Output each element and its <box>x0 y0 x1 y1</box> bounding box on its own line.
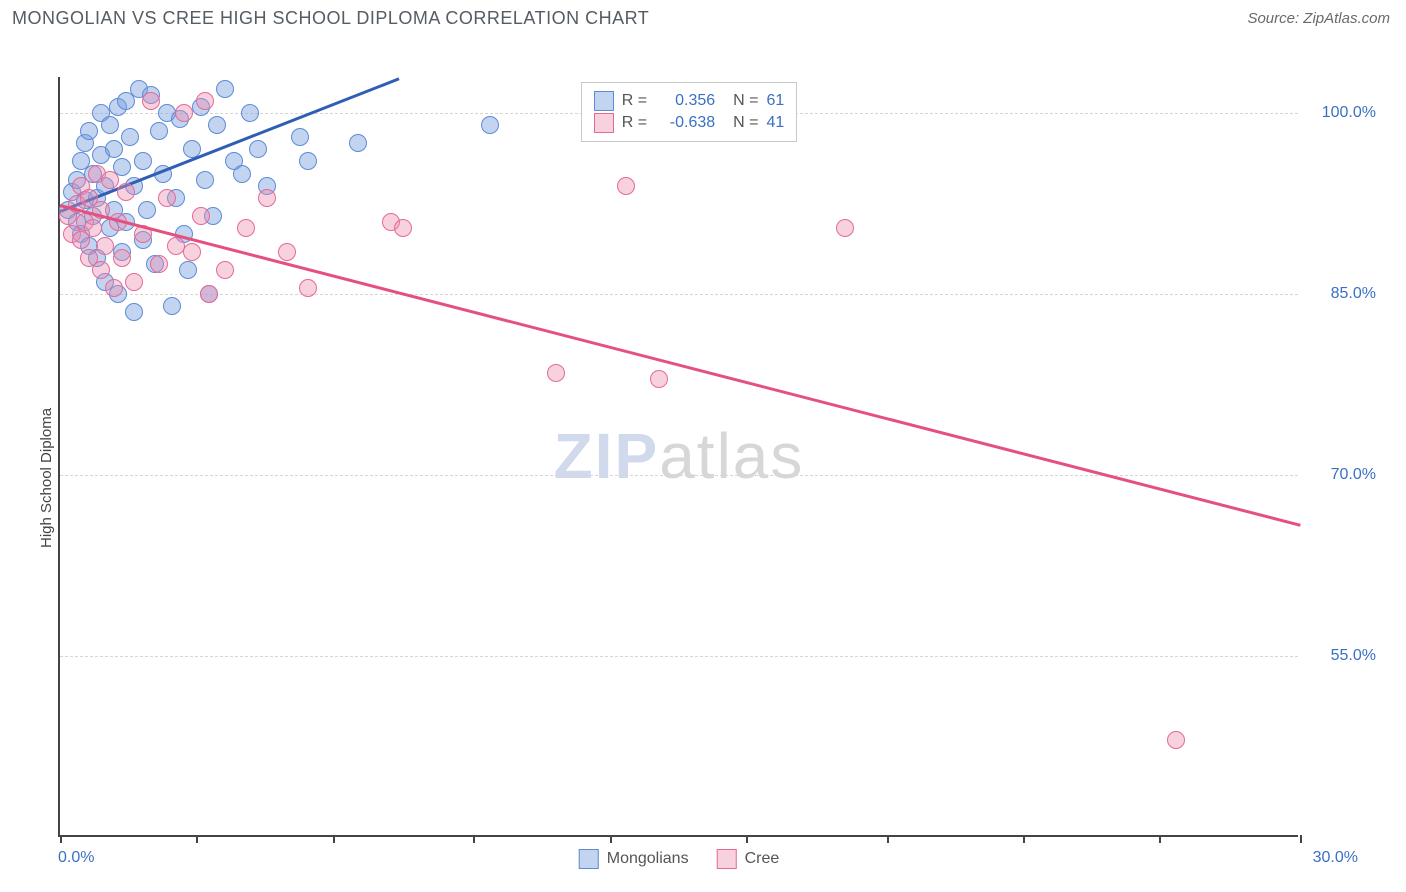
x-tick <box>1023 835 1025 843</box>
scatter-point <box>125 273 143 291</box>
legend-stat-row: R = 0.356 N = 61 <box>594 91 784 111</box>
scatter-point <box>101 171 119 189</box>
x-tick <box>333 835 335 843</box>
scatter-point <box>394 219 412 237</box>
scatter-point <box>299 279 317 297</box>
scatter-point <box>650 370 668 388</box>
gridline-h <box>60 294 1298 295</box>
trend-line <box>60 204 1301 526</box>
legend-stat-row: R = -0.638 N = 41 <box>594 113 784 133</box>
watermark-part2: atlas <box>659 420 804 492</box>
legend-n-value: 61 <box>766 92 784 110</box>
scatter-point <box>183 243 201 261</box>
y-tick-label: 100.0% <box>1322 104 1376 122</box>
scatter-point <box>80 122 98 140</box>
scatter-point <box>481 116 499 134</box>
scatter-point <box>121 128 139 146</box>
x-tick <box>746 835 748 843</box>
y-tick-label: 85.0% <box>1331 285 1376 303</box>
scatter-point <box>163 297 181 315</box>
legend-r-label: R = <box>622 114 647 132</box>
legend-swatch <box>594 91 614 111</box>
x-tick <box>610 835 612 843</box>
scatter-point <box>216 80 234 98</box>
chart-title: MONGOLIAN VS CREE HIGH SCHOOL DIPLOMA CO… <box>12 8 649 29</box>
y-tick-label: 70.0% <box>1331 466 1376 484</box>
scatter-point <box>349 134 367 152</box>
legend-series-name: Mongolians <box>607 850 689 868</box>
scatter-point <box>1167 731 1185 749</box>
gridline-h <box>60 656 1298 657</box>
y-axis-title: High School Diploma <box>38 408 55 548</box>
scatter-point <box>547 364 565 382</box>
x-tick <box>1159 835 1161 843</box>
x-label-min: 0.0% <box>58 849 94 867</box>
x-tick <box>60 835 62 843</box>
scatter-point <box>101 116 119 134</box>
legend-stats: R = 0.356 N = 61 R = -0.638 N = 41 <box>581 82 797 142</box>
legend-r-value: 0.356 <box>655 92 715 110</box>
scatter-point <box>836 219 854 237</box>
x-tick <box>887 835 889 843</box>
scatter-point <box>192 207 210 225</box>
legend-r-value: -0.638 <box>655 114 715 132</box>
scatter-point <box>233 165 251 183</box>
watermark: ZIPatlas <box>554 419 805 493</box>
legend-item: Mongolians <box>579 849 689 869</box>
watermark-part1: ZIP <box>554 420 660 492</box>
legend-n-value: 41 <box>766 114 784 132</box>
scatter-point <box>258 189 276 207</box>
scatter-point <box>167 237 185 255</box>
scatter-point <box>200 285 218 303</box>
scatter-point <box>158 189 176 207</box>
scatter-point <box>138 201 156 219</box>
scatter-point <box>105 140 123 158</box>
legend-n-label: N = <box>733 92 758 110</box>
scatter-point <box>216 261 234 279</box>
scatter-point <box>150 122 168 140</box>
scatter-point <box>92 261 110 279</box>
scatter-point <box>249 140 267 158</box>
scatter-point <box>125 303 143 321</box>
x-label-max: 30.0% <box>1313 849 1358 867</box>
scatter-point <box>237 219 255 237</box>
scatter-point <box>208 116 226 134</box>
scatter-point <box>117 183 135 201</box>
y-tick-label: 55.0% <box>1331 647 1376 665</box>
scatter-point <box>105 279 123 297</box>
x-tick <box>196 835 198 843</box>
scatter-point <box>196 92 214 110</box>
scatter-point <box>113 249 131 267</box>
legend-item: Cree <box>717 849 780 869</box>
scatter-point <box>617 177 635 195</box>
legend-series-name: Cree <box>745 850 780 868</box>
source-label: Source: ZipAtlas.com <box>1247 10 1390 27</box>
scatter-point <box>179 261 197 279</box>
legend-series: Mongolians Cree <box>579 849 780 869</box>
x-tick <box>473 835 475 843</box>
scatter-point <box>134 152 152 170</box>
legend-swatch <box>717 849 737 869</box>
scatter-point <box>96 237 114 255</box>
legend-n-label: N = <box>733 114 758 132</box>
legend-r-label: R = <box>622 92 647 110</box>
scatter-point <box>175 104 193 122</box>
scatter-point <box>299 152 317 170</box>
scatter-point <box>291 128 309 146</box>
scatter-point <box>278 243 296 261</box>
plot-area: ZIPatlas 55.0%70.0%85.0%100.0%0.0%30.0%H… <box>58 77 1298 837</box>
scatter-point <box>241 104 259 122</box>
scatter-point <box>142 92 160 110</box>
scatter-point <box>150 255 168 273</box>
scatter-point <box>84 219 102 237</box>
scatter-point <box>196 171 214 189</box>
legend-swatch <box>594 113 614 133</box>
x-tick <box>1300 835 1302 843</box>
legend-swatch <box>579 849 599 869</box>
